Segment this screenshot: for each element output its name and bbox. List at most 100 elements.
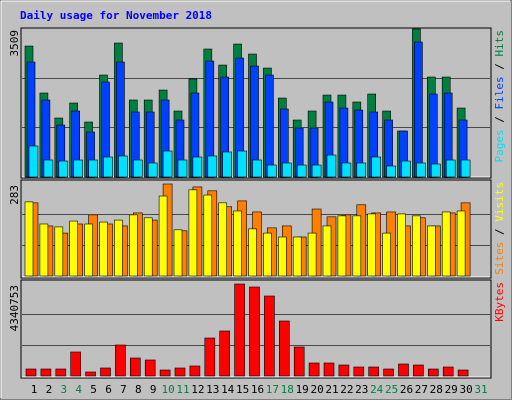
bar [277, 236, 287, 277]
bar [133, 159, 143, 178]
bar [281, 162, 292, 178]
x-tick-label: 24 [370, 383, 384, 396]
bar [24, 201, 34, 277]
bar [356, 162, 367, 178]
bar [352, 215, 362, 277]
bar [28, 145, 39, 178]
x-tick-label: 15 [236, 383, 249, 396]
x-tick-label: 19 [296, 383, 309, 396]
bar [159, 369, 171, 377]
bar [386, 165, 396, 178]
bar [441, 211, 451, 277]
bar [323, 362, 335, 377]
bar [174, 367, 186, 377]
x-tick-label: 13 [206, 383, 219, 396]
bar [427, 368, 439, 377]
bar [118, 155, 128, 178]
bar [204, 337, 216, 377]
bar [85, 371, 96, 377]
bar [311, 164, 322, 178]
bar [189, 365, 201, 377]
bar [177, 159, 188, 178]
bar [293, 346, 305, 377]
x-tick-label: 8 [135, 383, 142, 396]
x-tick-label: 30 [459, 383, 472, 396]
legend-entry: KBytes [493, 282, 506, 322]
legend: Pages / Files / Hits [493, 30, 506, 163]
bar [412, 215, 421, 277]
x-tick-label: 20 [310, 383, 323, 396]
bar [234, 283, 245, 377]
bar [307, 232, 317, 277]
bar [25, 368, 37, 377]
y-tick-label: 3509 [8, 30, 21, 57]
bar [457, 369, 469, 377]
x-tick-label: 1 [31, 383, 38, 396]
x-tick-label: 12 [191, 383, 204, 396]
bar [413, 364, 424, 377]
bar [278, 320, 290, 377]
x-tick-label: 21 [325, 383, 338, 396]
legend: KBytes [493, 282, 506, 322]
bar [426, 225, 436, 277]
bar [338, 364, 350, 377]
bar [414, 41, 423, 178]
bar [249, 286, 260, 377]
bar [99, 221, 108, 277]
bar [248, 228, 257, 277]
bar [173, 229, 183, 277]
x-tick-label: 3 [60, 383, 67, 396]
bar [70, 351, 81, 377]
legend-separator: / [493, 222, 506, 242]
bar [383, 368, 394, 377]
x-tick-label: 4 [75, 383, 82, 396]
bar [265, 74, 274, 178]
x-tick-label: 29 [445, 383, 458, 396]
x-tick-label: 2 [46, 383, 53, 396]
bar [162, 150, 173, 178]
chart-title: Daily usage for November 2018 [20, 9, 212, 22]
x-tick-label: 14 [221, 383, 235, 396]
bar [222, 151, 232, 178]
bar [103, 156, 113, 178]
bar [326, 154, 337, 178]
bar [456, 210, 466, 277]
legend-entry: Sites [493, 242, 506, 275]
bar [147, 162, 158, 178]
bar [296, 164, 307, 178]
bar [88, 159, 98, 178]
bar [192, 156, 203, 178]
x-tick-label: 22 [340, 383, 353, 396]
bar [460, 159, 471, 178]
bar [203, 194, 213, 277]
bar [130, 357, 141, 377]
bar [367, 213, 377, 277]
bar [84, 223, 93, 277]
bar [158, 195, 168, 277]
bar [442, 366, 454, 377]
x-tick-label: 10 [161, 383, 174, 396]
x-tick-label: 27 [415, 383, 428, 396]
bar [398, 363, 409, 377]
x-tick-label: 25 [385, 383, 398, 396]
bar [401, 160, 411, 178]
x-tick-label: 5 [90, 383, 97, 396]
x-tick-label: 16 [251, 383, 264, 396]
x-tick-label: 18 [281, 383, 294, 396]
x-tick-label: 9 [150, 383, 157, 396]
bar [430, 163, 441, 178]
bar [368, 366, 380, 377]
bar [263, 232, 272, 277]
bar [267, 164, 277, 178]
bar [353, 366, 365, 377]
bar [445, 159, 456, 178]
bar [114, 219, 123, 277]
bar [233, 210, 242, 277]
x-tick-label: 7 [120, 383, 127, 396]
bar [252, 159, 262, 178]
bar [397, 213, 406, 277]
bar [416, 162, 426, 178]
bar [129, 214, 138, 277]
bar [371, 156, 382, 178]
